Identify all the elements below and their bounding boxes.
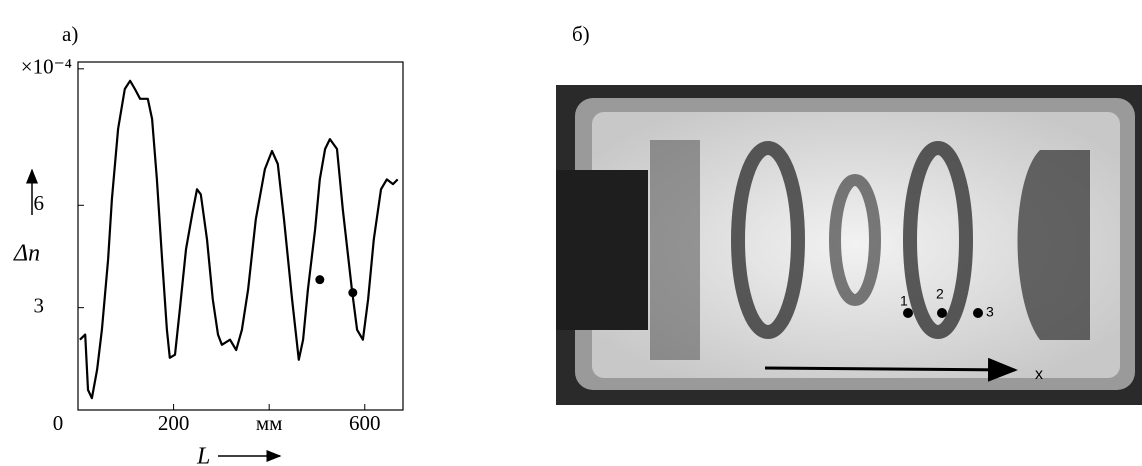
point-label: 1: [900, 293, 908, 309]
fringe: [1017, 150, 1090, 340]
photo: б) 1 2 3 x: [556, 22, 1142, 405]
fringe: [829, 174, 881, 306]
probe-point: [937, 308, 947, 318]
x-axis-label: L: [196, 444, 210, 466]
x-tick-label: 0: [53, 411, 64, 435]
y-axis-label: Δn: [13, 241, 40, 267]
panel-label: б): [572, 22, 590, 46]
electrode: [556, 170, 648, 330]
direction-arrow: [764, 357, 1018, 382]
x-tick-label: 600: [349, 411, 381, 435]
x-tick-label: мм: [256, 411, 283, 435]
x-tick-label: 200: [158, 411, 190, 435]
y-tick-label: ×10⁻⁴: [21, 55, 72, 79]
axis-label: x: [1035, 366, 1043, 383]
panel-label: а): [62, 22, 78, 46]
probe-point: [973, 308, 983, 318]
fringe: [903, 141, 973, 339]
y-tick-label: 3: [34, 293, 45, 317]
cell: [592, 112, 1120, 378]
point-label: 3: [986, 304, 994, 320]
plot-frame: [77, 61, 404, 411]
point-marker: [348, 288, 358, 298]
y-tick-label: 6: [34, 191, 45, 215]
probe-point: [903, 308, 913, 318]
point-marker: [315, 275, 325, 285]
fringe: [731, 141, 805, 339]
point-label: 2: [936, 286, 944, 302]
data-line: [79, 79, 399, 400]
fringe: [650, 140, 700, 360]
